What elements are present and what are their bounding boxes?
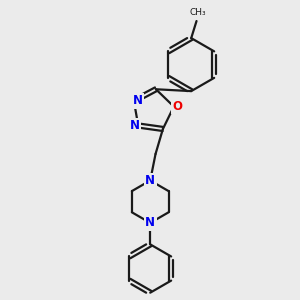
Text: N: N [145, 216, 155, 230]
Text: N: N [130, 119, 140, 132]
Text: CH₃: CH₃ [189, 8, 206, 17]
Text: N: N [132, 94, 142, 107]
Text: N: N [145, 174, 155, 187]
Text: O: O [173, 100, 183, 113]
